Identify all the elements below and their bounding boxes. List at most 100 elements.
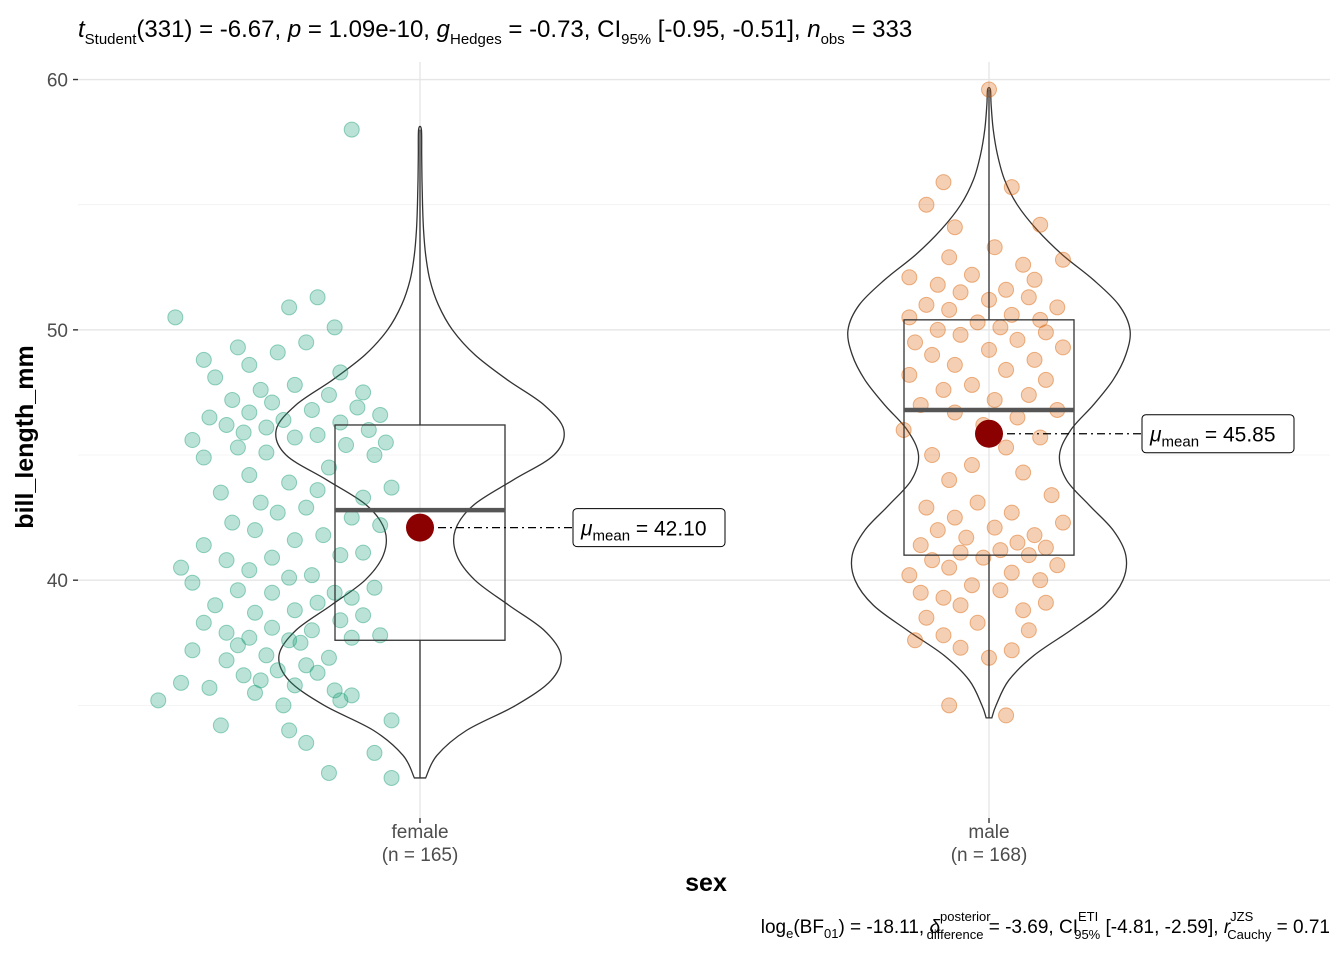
data-point-male [929,522,946,539]
data-point-female [235,424,252,441]
data-point-male [1003,179,1020,196]
data-point-male [986,391,1003,408]
data-point-female [332,414,349,431]
data-point-female [332,547,349,564]
data-point-male [998,361,1015,378]
data-point-male [969,494,986,511]
data-point-female [315,527,332,544]
data-point-female [326,319,343,336]
boxplots [334,89,1075,778]
data-point-male [1049,299,1066,316]
data-point-female [332,612,349,629]
data-point-female [241,356,258,373]
data-point-female [355,544,372,561]
data-point-female [207,369,224,386]
data-point-female [184,574,201,591]
data-point-male [1009,331,1026,348]
data-point-male [952,639,969,656]
data-point-female [229,637,246,654]
data-point-male [958,529,975,546]
caption-bayes-stats: loge(BF01) = -18.11, δposterior differenc… [761,909,1330,942]
data-point-female [355,384,372,401]
y-axis-title: bill_length_mm [11,345,39,528]
data-point-male [941,249,958,266]
data-point-female [195,537,212,554]
x-tick-count: (n = 165) [382,845,459,866]
data-point-male [1043,487,1060,504]
data-point-female [235,667,252,684]
data-point-male [924,346,941,363]
data-point-female [309,426,326,443]
data-point-female [349,399,366,416]
data-point-female [241,562,258,579]
data-point-female [173,674,190,691]
data-point-male [918,499,935,516]
data-point-female [343,629,360,646]
data-point-male [1026,271,1043,288]
data-point-female [224,514,241,531]
data-point-female [298,657,315,674]
data-point-female [281,632,298,649]
data-point-female [332,692,349,709]
data-point-female [309,664,326,681]
data-point-male [1037,371,1054,388]
data-point-female [218,652,235,669]
data-point-female [298,734,315,751]
data-point-female [320,764,337,781]
data-point-female [338,437,355,454]
data-point-female [241,467,258,484]
data-point-female [246,522,263,539]
data-point-male [952,284,969,301]
data-point-female [258,647,275,664]
data-point-female [229,582,246,599]
data-point-male [986,239,1003,256]
data-point-female [241,404,258,421]
data-point-male [1037,539,1054,556]
data-point-female [258,444,275,461]
data-point-male [1054,251,1071,268]
data-point-male [1026,351,1043,368]
data-point-male [963,457,980,474]
data-point-male [946,356,963,373]
y-tick-label: 60 [47,71,68,92]
data-point-female [372,627,389,644]
data-point-female [258,419,275,436]
data-point-male [946,219,963,236]
data-point-female [298,499,315,516]
data-point-male [998,707,1015,724]
data-point-female [343,121,360,138]
data-point-female [326,682,343,699]
data-point-female [355,489,372,506]
data-point-female [252,381,269,398]
data-point-male [918,296,935,313]
y-tick-labels: 40 50 60 [47,71,78,592]
data-point-male [986,519,1003,536]
data-point-female [309,289,326,306]
data-point-female [366,744,383,761]
data-point-male [935,627,952,644]
data-point-male [963,577,980,594]
x-axis-title: sex [685,869,727,897]
y-tick-label: 50 [47,321,68,342]
data-point-male [952,544,969,561]
data-point-female [286,677,303,694]
data-point-female [309,482,326,499]
data-point-male [963,376,980,393]
data-point-female [286,376,303,393]
data-point-female [229,339,246,356]
data-point-male [907,632,924,649]
data-point-male [935,174,952,191]
data-point-female [286,602,303,619]
x-tick-labels: female(n = 165) male(n = 168) [382,818,1027,866]
data-point-female [309,594,326,611]
data-point-male [1009,409,1026,426]
data-point-female [372,517,389,534]
data-point-female [218,416,235,433]
data-point-female [292,634,309,651]
data-point-female [201,679,218,696]
data-point-female [372,406,389,423]
data-point-male [1015,602,1032,619]
data-point-male [946,404,963,421]
data-point-male [935,381,952,398]
data-point-male [952,597,969,614]
